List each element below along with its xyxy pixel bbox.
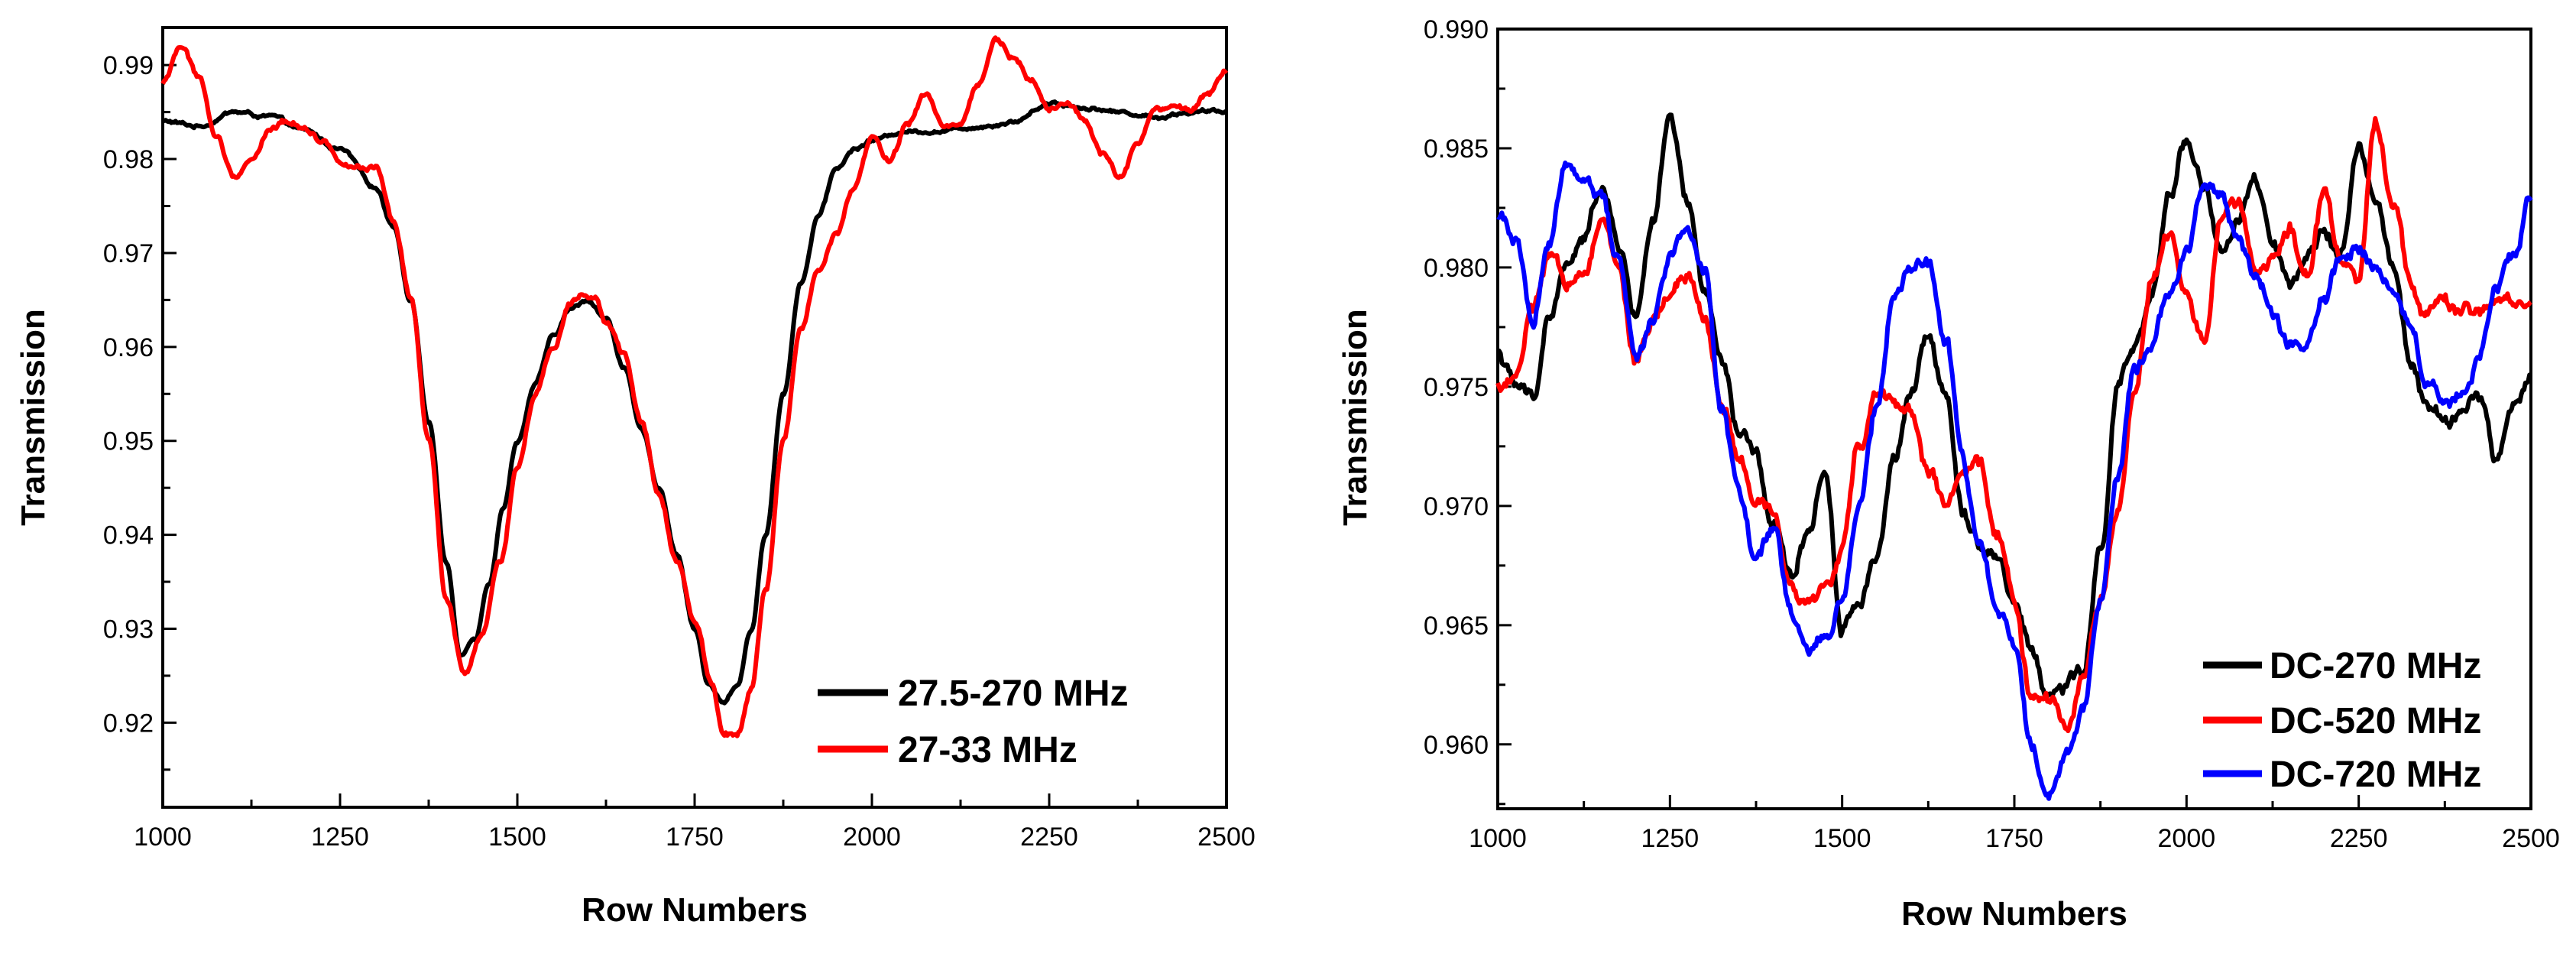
right-x-tick-label: 2250 <box>2330 824 2388 853</box>
right-x-tick-label: 2000 <box>2158 824 2216 853</box>
left-x-axis-title: Row Numbers <box>582 891 808 929</box>
right-y-tick-label: 0.980 <box>1424 254 1489 283</box>
right-x-axis-title: Row Numbers <box>1901 895 2127 933</box>
right-chart: 1000 1250 1500 1750 2000 2250 2500 0.960 0.965 0.… <box>1337 15 2560 933</box>
left-chart: 1000 1250 1500 1750 2000 2250 2500 0.92 0.93 0.94… <box>15 26 1256 929</box>
left-y-tick-label: 0.98 <box>103 145 154 174</box>
left-x-tick-label: 2250 <box>1020 823 1078 852</box>
right-y-tick-label: 0.965 <box>1424 612 1489 641</box>
right-y-axis-title: Transmission <box>1337 309 1374 526</box>
left-x-tick-label: 2000 <box>843 823 901 852</box>
left-legend-label-0: 27.5-270 MHz <box>898 673 1128 714</box>
left-series-line-1 <box>160 35 1229 738</box>
right-x-tick-label: 1000 <box>1469 824 1527 853</box>
right-y-tick-label: 0.970 <box>1424 492 1489 521</box>
right-tick-marks <box>1496 28 2532 809</box>
right-x-tick-label: 2500 <box>2502 824 2560 853</box>
left-legend-label-1: 27-33 MHz <box>898 730 1077 771</box>
left-x-tick-label: 1250 <box>311 823 369 852</box>
left-y-tick-label: 0.94 <box>103 521 154 550</box>
right-tick-labels: 1000 1250 1500 1750 2000 2250 2500 0.960 0.965 0.… <box>1424 15 2560 853</box>
left-y-tick-label: 0.96 <box>103 333 154 362</box>
left-y-tick-label: 0.99 <box>103 51 154 80</box>
left-legend: 27.5-270 MHz 27-33 MHz <box>818 673 1128 771</box>
left-y-tick-label: 0.92 <box>103 709 154 738</box>
right-x-tick-label: 1750 <box>1985 824 2043 853</box>
left-x-tick-label: 1750 <box>666 823 724 852</box>
left-tick-marks <box>161 63 1228 807</box>
left-y-axis-title: Transmission <box>15 309 52 526</box>
left-series-line-0 <box>161 99 1228 706</box>
left-x-tick-label: 1500 <box>488 823 546 852</box>
right-y-tick-label: 0.960 <box>1424 731 1489 760</box>
right-x-tick-label: 1250 <box>1641 824 1700 853</box>
left-tick-labels: 1000 1250 1500 1750 2000 2250 2500 0.92 0.93 0.94… <box>103 51 1256 852</box>
right-x-tick-label: 1500 <box>1813 824 1871 853</box>
right-legend-label-0: DC-270 MHz <box>2270 646 2481 686</box>
left-y-tick-label: 0.97 <box>103 239 154 268</box>
left-x-tick-label: 2500 <box>1197 823 1256 852</box>
left-y-tick-label: 0.93 <box>103 615 154 644</box>
right-series-group <box>1495 112 2533 801</box>
left-series-group <box>160 35 1229 738</box>
right-y-tick-label: 0.975 <box>1424 373 1489 402</box>
right-legend: DC-270 MHz DC-520 MHz DC-720 MHz <box>2203 646 2481 795</box>
right-y-tick-label: 0.985 <box>1424 135 1489 164</box>
left-y-tick-label: 0.95 <box>103 427 154 456</box>
right-y-tick-label: 0.990 <box>1424 15 1489 44</box>
left-x-tick-label: 1000 <box>134 823 192 852</box>
right-legend-label-2: DC-720 MHz <box>2270 754 2481 795</box>
right-series-line-1 <box>1495 115 2532 734</box>
right-series-line-2 <box>1496 161 2533 801</box>
right-legend-label-1: DC-520 MHz <box>2270 701 2481 741</box>
